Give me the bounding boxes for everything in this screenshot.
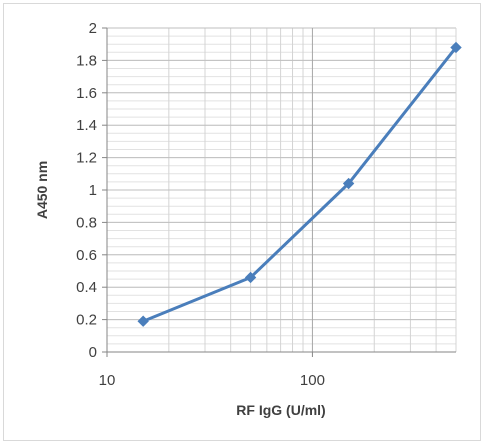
x-tick-label: 100 (300, 372, 325, 389)
y-tick-label: 0.4 (76, 279, 97, 296)
y-tick-label: 0.2 (76, 312, 97, 329)
y-tick-label: 1.6 (76, 85, 97, 102)
y-axis-title: A450 nm (34, 161, 50, 219)
y-tick-label: 0.8 (76, 214, 97, 231)
y-tick-label: 0 (89, 344, 97, 361)
y-tick-label: 1.8 (76, 52, 97, 69)
y-tick-label: 1 (89, 182, 97, 199)
y-tick-label: 2 (89, 20, 97, 37)
y-tick-label: 1.4 (76, 117, 97, 134)
y-tick-label: 0.6 (76, 247, 97, 264)
y-tick-labels: 0 0.2 0.4 0.6 0.8 1 1.2 1.4 1.6 1.8 2 (76, 20, 97, 361)
x-tick-label: 10 (99, 372, 116, 389)
y-tick-label: 1.2 (76, 150, 97, 167)
x-axis-title: RF IgG (U/ml) (236, 402, 325, 418)
x-tick-labels: 10 100 (99, 372, 325, 389)
